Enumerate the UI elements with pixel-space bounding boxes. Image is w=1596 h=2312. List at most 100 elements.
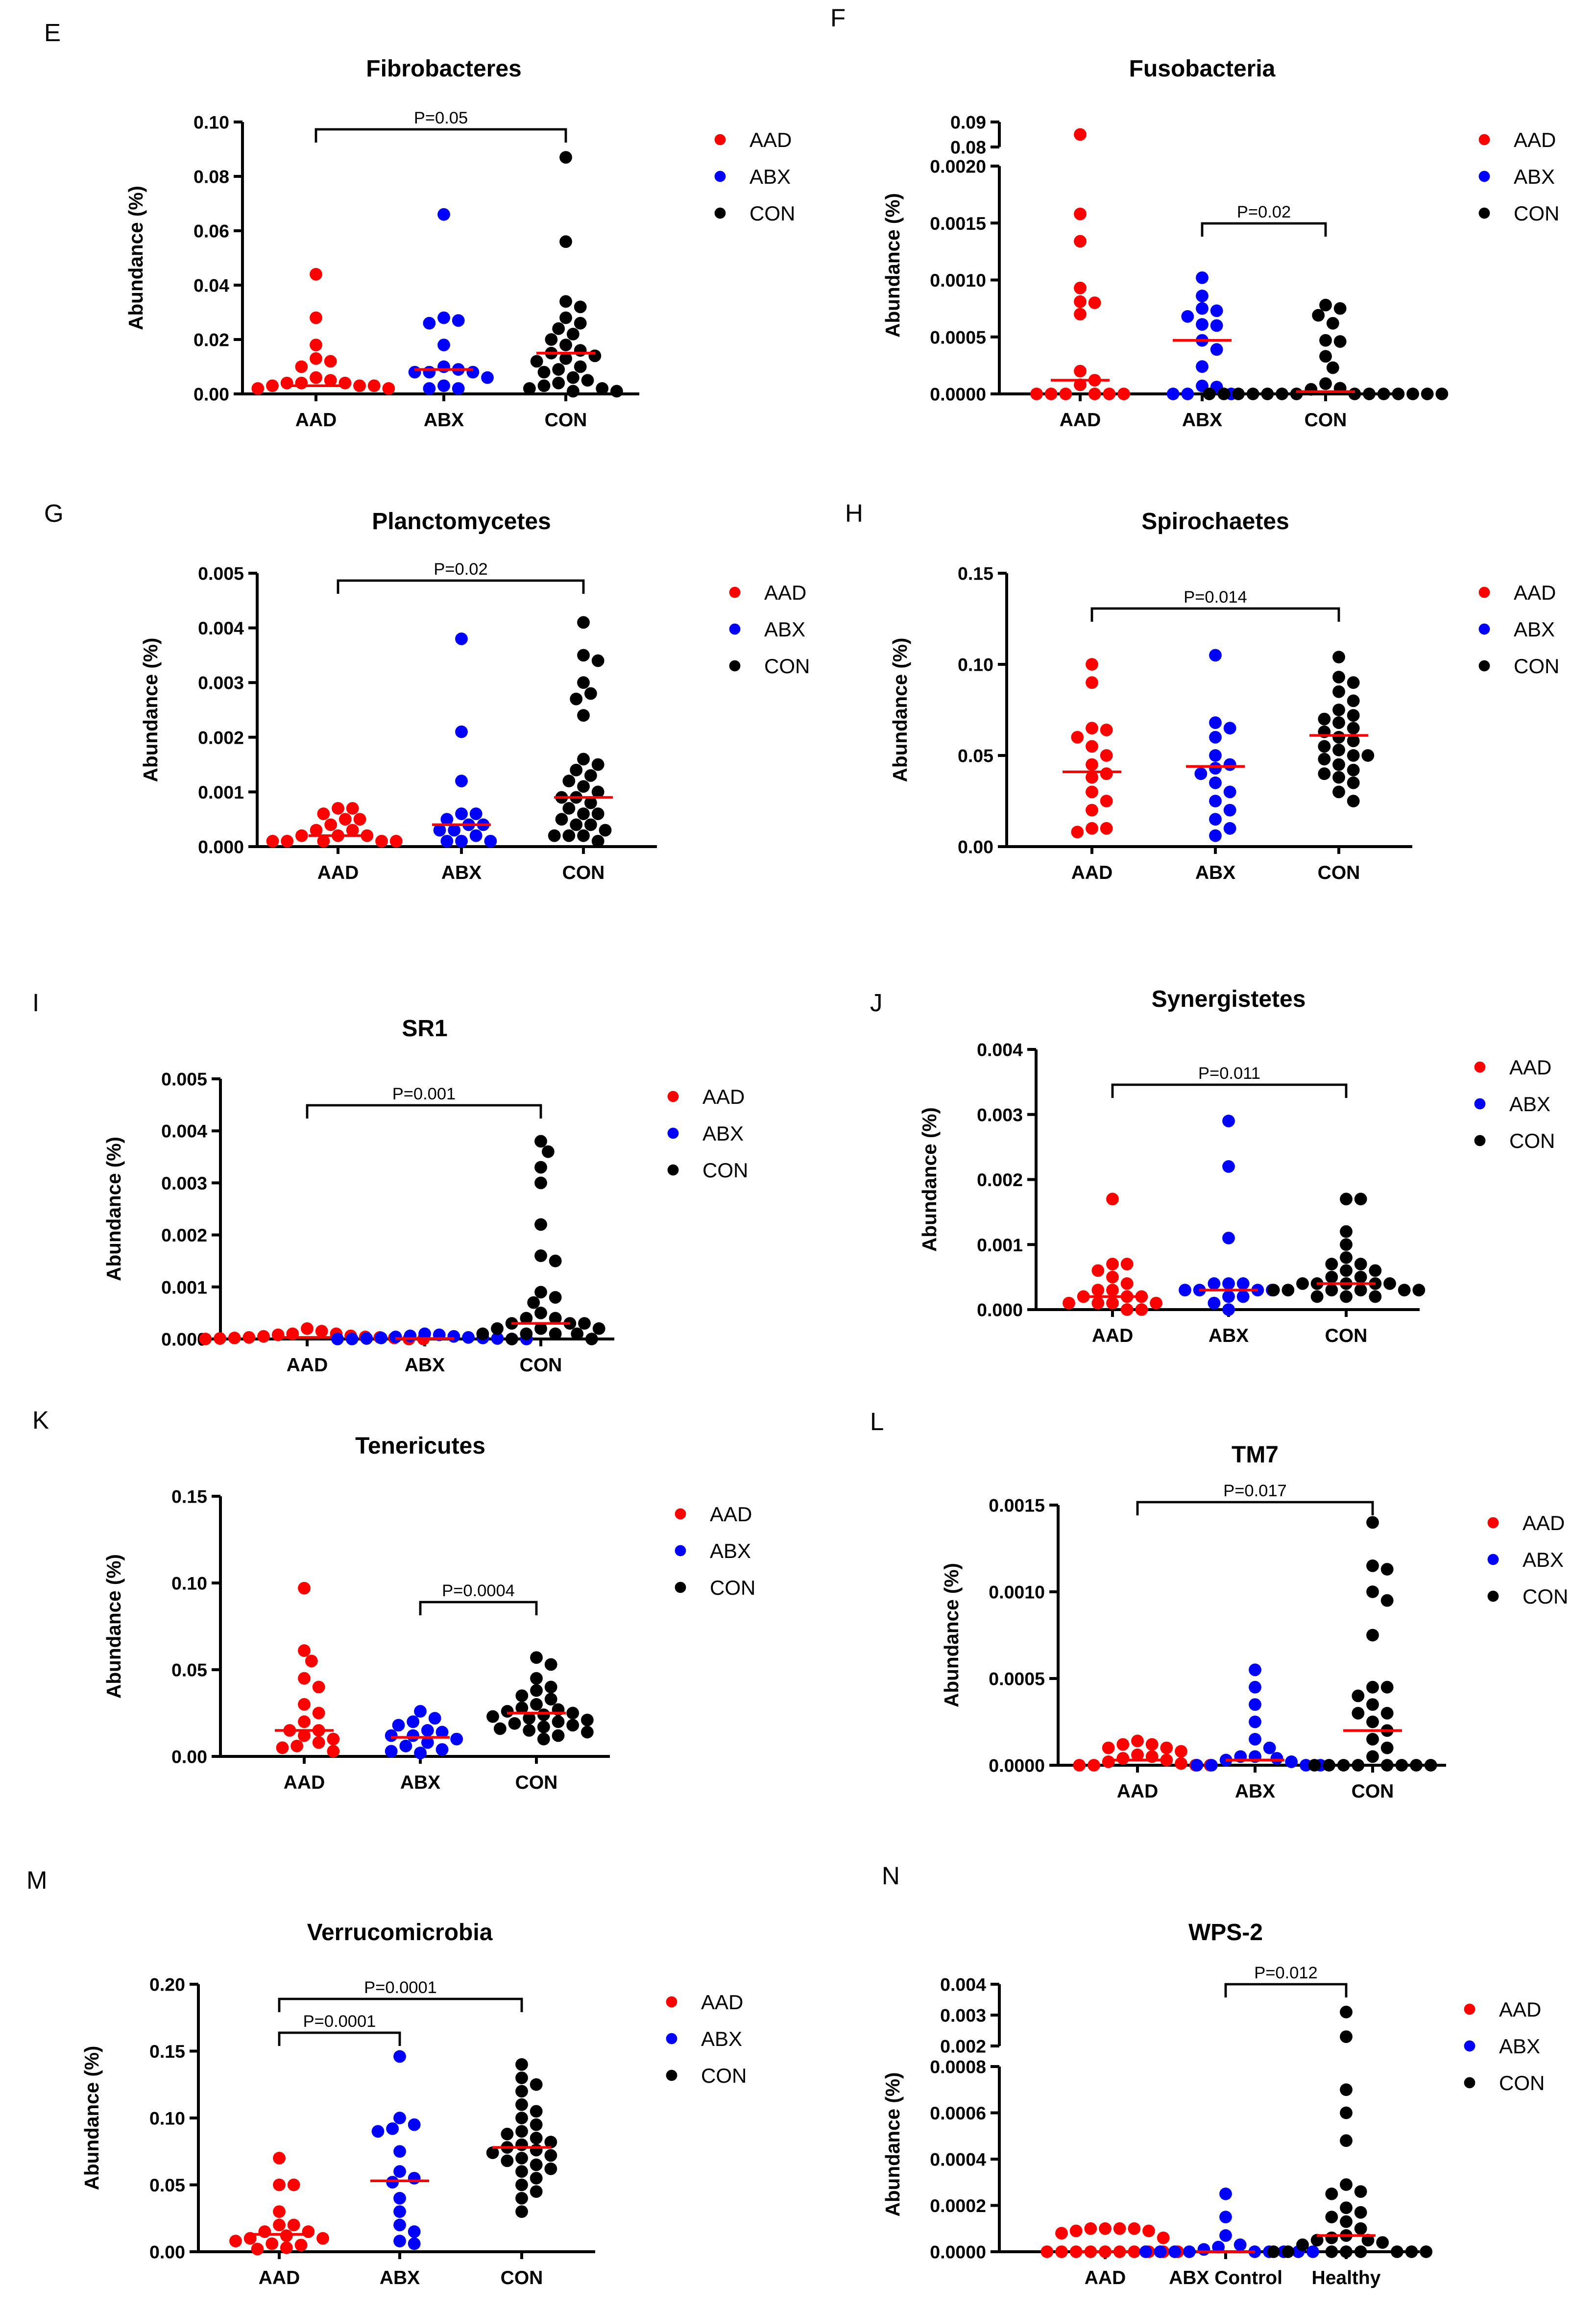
data-point-con	[1421, 388, 1434, 400]
data-point-con	[566, 385, 580, 398]
data-point-aad	[298, 1672, 311, 1685]
data-point-con	[1366, 1516, 1379, 1529]
y-tick-label: 0.002	[940, 2036, 986, 2057]
data-point-aad	[1086, 676, 1098, 689]
y-tick-label: 0.005	[161, 1069, 207, 1090]
data-point-aad	[242, 1331, 256, 1344]
data-point-con	[1354, 1193, 1367, 1206]
data-point-aad	[1120, 1303, 1134, 1316]
data-point-con	[537, 379, 551, 392]
data-point-aad	[1071, 730, 1084, 744]
data-point-aad	[228, 1331, 241, 1344]
data-point-abx	[421, 1724, 434, 1737]
data-point-con	[544, 2162, 557, 2175]
data-point-con	[1340, 1238, 1353, 1251]
y-axis-label: Abundance (%)	[889, 638, 911, 782]
data-point-abx	[1181, 388, 1194, 400]
data-point-aad	[1106, 1270, 1119, 1284]
data-point-aad	[1116, 1752, 1130, 1765]
data-point-abx	[1222, 1277, 1235, 1290]
data-point-abx	[484, 834, 497, 848]
data-point-aad	[310, 352, 322, 365]
data-point-aad	[346, 802, 359, 815]
x-tick-label: ABX Control	[1169, 2267, 1282, 2288]
panel-letter: E	[44, 19, 61, 47]
data-point-aad	[310, 339, 322, 351]
data-point-aad	[1086, 785, 1098, 799]
legend-label: CON	[1509, 1129, 1555, 1152]
data-point-abx	[375, 1331, 387, 1344]
data-point-aad	[295, 376, 308, 389]
data-point-con	[1217, 388, 1231, 400]
data-point-con	[1282, 2245, 1295, 2258]
y-tick-label: 0.0000	[930, 2242, 986, 2263]
chart-title: Fusobacteria	[1129, 56, 1276, 82]
legend-marker-abx	[729, 623, 741, 635]
data-point-aad	[1030, 388, 1043, 400]
data-point-aad	[1103, 388, 1116, 400]
x-tick-label: CON	[1305, 410, 1347, 431]
data-point-aad	[339, 813, 352, 826]
data-point-aad	[1157, 2231, 1170, 2244]
data-point-con	[1380, 1759, 1394, 1772]
data-point-aad	[1175, 1745, 1187, 1758]
data-point-abx	[1210, 343, 1223, 356]
data-point-con	[1325, 1270, 1338, 1284]
y-tick-label: 0.003	[940, 2005, 986, 2026]
x-tick-label: ABX	[441, 862, 482, 883]
data-point-aad	[1099, 2222, 1112, 2235]
data-point-abx	[1139, 2245, 1152, 2258]
data-point-abx	[1209, 730, 1222, 744]
data-point-abx	[1197, 2243, 1210, 2256]
data-point-con	[1340, 2083, 1353, 2096]
data-point-abx	[393, 2235, 406, 2248]
data-point-aad	[1145, 1738, 1159, 1751]
y-tick-label: 0.000	[977, 1300, 1023, 1320]
chart-title: Verrucomicrobia	[307, 1920, 493, 1946]
data-point-abx	[1196, 290, 1209, 302]
data-point-con	[534, 1161, 547, 1174]
data-point-con	[1296, 2238, 1309, 2251]
x-tick-label: AAD	[1117, 1781, 1159, 1802]
data-point-abx	[1181, 310, 1194, 323]
data-point-aad	[273, 2218, 286, 2232]
data-point-aad	[273, 2152, 286, 2165]
legend-marker-aad	[1474, 1061, 1486, 1073]
legend-marker-aad	[1478, 586, 1490, 598]
data-point-con	[1340, 1264, 1353, 1277]
data-point-abx	[408, 2171, 421, 2185]
significance-bracket	[1136, 1501, 1374, 1515]
data-point-con	[1312, 309, 1325, 322]
y-axis-label: Abundance (%)	[139, 638, 162, 782]
data-point-con	[1347, 676, 1360, 689]
data-point-con	[1333, 335, 1347, 348]
data-point-con	[549, 1254, 562, 1267]
x-tick-label: AAD	[287, 1355, 328, 1376]
data-point-aad	[1074, 308, 1087, 321]
p-value-label: P=0.0004	[442, 1582, 515, 1600]
data-point-aad	[312, 1736, 325, 1749]
data-point-con	[1398, 1284, 1411, 1297]
data-point-con	[530, 2143, 543, 2157]
legend-marker-con	[667, 1164, 679, 1176]
data-point-aad	[251, 2242, 264, 2256]
y-axis-label: Abundance (%)	[940, 1563, 963, 1707]
data-point-abx	[437, 360, 450, 373]
legend-marker-aad	[1478, 134, 1490, 146]
data-point-con	[515, 1689, 529, 1702]
y-tick-label: 0.002	[977, 1169, 1023, 1190]
data-point-con	[1380, 1680, 1394, 1694]
data-point-aad	[298, 1715, 311, 1728]
data-point-con	[534, 1176, 547, 1190]
y-axis-label: Abundance (%)	[881, 2072, 904, 2217]
significance-bracket	[1201, 222, 1327, 237]
data-point-con	[1412, 1284, 1426, 1297]
legend-marker-con	[714, 207, 726, 219]
data-point-con	[1325, 2245, 1338, 2258]
chart-title: TM7	[1232, 1442, 1279, 1468]
legend-marker-abx	[667, 1127, 679, 1139]
x-tick-label: CON	[515, 1772, 558, 1793]
data-point-aad	[339, 376, 352, 389]
data-point-con	[552, 376, 565, 389]
data-point-con	[1318, 712, 1331, 726]
